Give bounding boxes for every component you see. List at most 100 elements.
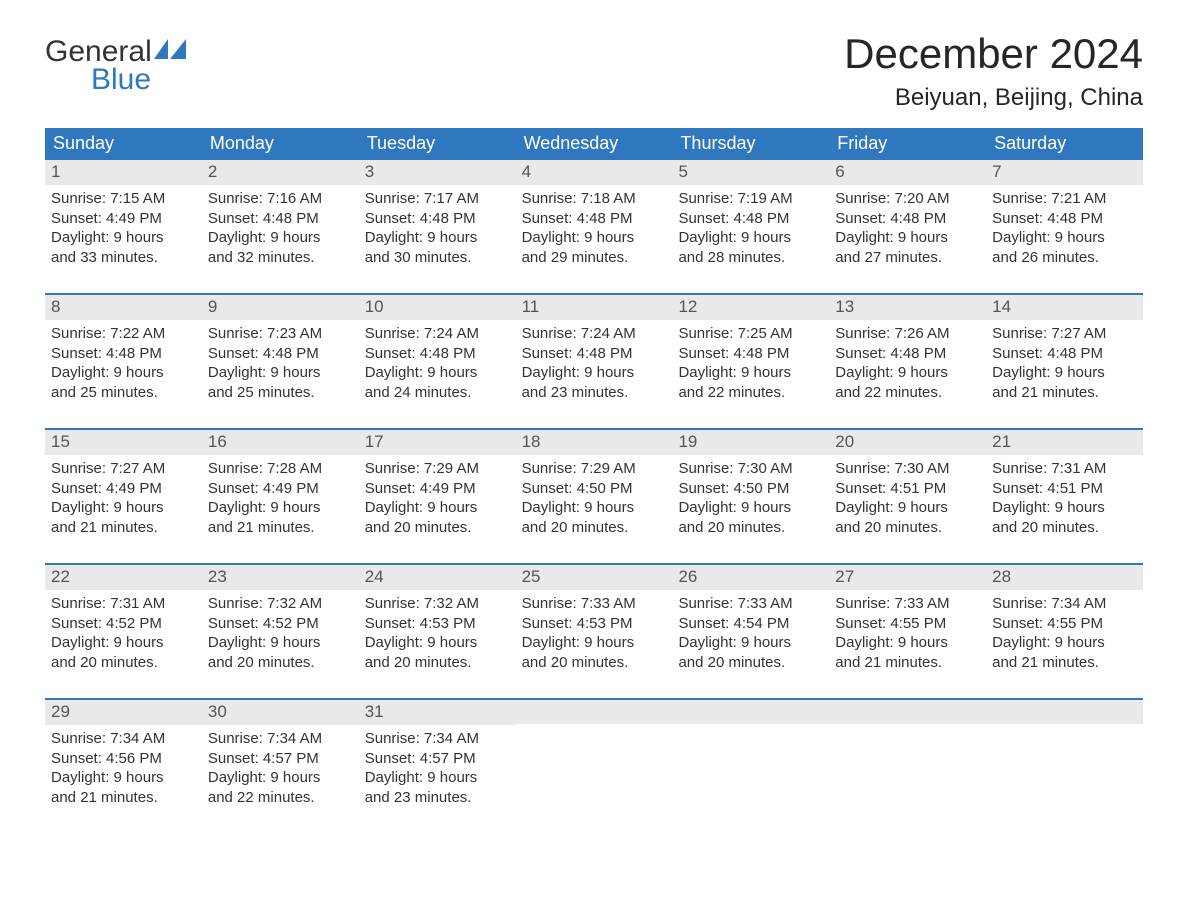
day-line: Sunrise: 7:24 AM xyxy=(522,324,667,344)
day-line: Sunset: 4:48 PM xyxy=(835,344,980,364)
day-line: and 28 minutes. xyxy=(678,248,823,268)
day-body: Sunrise: 7:15 AMSunset: 4:49 PMDaylight:… xyxy=(45,185,202,277)
day-number: 9 xyxy=(202,295,359,320)
calendar-cell xyxy=(986,700,1143,817)
day-line: Sunrise: 7:29 AM xyxy=(522,459,667,479)
day-number: 11 xyxy=(516,295,673,320)
day-number: 2 xyxy=(202,160,359,185)
day-body: Sunrise: 7:33 AMSunset: 4:53 PMDaylight:… xyxy=(516,590,673,682)
day-body: Sunrise: 7:29 AMSunset: 4:50 PMDaylight:… xyxy=(516,455,673,547)
day-line: Sunrise: 7:34 AM xyxy=(208,729,353,749)
day-number: 20 xyxy=(829,430,986,455)
day-number: 10 xyxy=(359,295,516,320)
calendar-cell: 5Sunrise: 7:19 AMSunset: 4:48 PMDaylight… xyxy=(672,160,829,277)
day-line: Sunset: 4:54 PM xyxy=(678,614,823,634)
day-line: Daylight: 9 hours xyxy=(51,633,196,653)
day-line: Daylight: 9 hours xyxy=(51,363,196,383)
day-line: and 20 minutes. xyxy=(992,518,1137,538)
brand-word-2: Blue xyxy=(45,64,188,96)
day-number: 16 xyxy=(202,430,359,455)
day-number: 26 xyxy=(672,565,829,590)
day-number: 3 xyxy=(359,160,516,185)
day-number: 7 xyxy=(986,160,1143,185)
calendar-cell: 21Sunrise: 7:31 AMSunset: 4:51 PMDayligh… xyxy=(986,430,1143,547)
day-body: Sunrise: 7:34 AMSunset: 4:57 PMDaylight:… xyxy=(359,725,516,817)
calendar-cell: 10Sunrise: 7:24 AMSunset: 4:48 PMDayligh… xyxy=(359,295,516,412)
day-line: and 25 minutes. xyxy=(51,383,196,403)
day-number: 31 xyxy=(359,700,516,725)
day-body: Sunrise: 7:20 AMSunset: 4:48 PMDaylight:… xyxy=(829,185,986,277)
day-body: Sunrise: 7:22 AMSunset: 4:48 PMDaylight:… xyxy=(45,320,202,412)
day-line: Daylight: 9 hours xyxy=(992,498,1137,518)
day-line: Sunrise: 7:16 AM xyxy=(208,189,353,209)
day-line: Sunrise: 7:34 AM xyxy=(992,594,1137,614)
day-line: Sunset: 4:52 PM xyxy=(208,614,353,634)
day-line: and 22 minutes. xyxy=(208,788,353,808)
day-line: Sunset: 4:48 PM xyxy=(365,209,510,229)
calendar-cell: 18Sunrise: 7:29 AMSunset: 4:50 PMDayligh… xyxy=(516,430,673,547)
day-line: and 21 minutes. xyxy=(992,383,1137,403)
day-line: Sunrise: 7:33 AM xyxy=(522,594,667,614)
day-line: Sunset: 4:49 PM xyxy=(51,209,196,229)
day-line: Sunset: 4:49 PM xyxy=(208,479,353,499)
day-body: Sunrise: 7:18 AMSunset: 4:48 PMDaylight:… xyxy=(516,185,673,277)
day-body: Sunrise: 7:34 AMSunset: 4:57 PMDaylight:… xyxy=(202,725,359,817)
day-line: Daylight: 9 hours xyxy=(51,228,196,248)
calendar-cell xyxy=(672,700,829,817)
day-line: Daylight: 9 hours xyxy=(678,633,823,653)
brand-logo: General Blue xyxy=(45,30,188,95)
day-line: Sunset: 4:48 PM xyxy=(678,344,823,364)
day-line: Sunrise: 7:22 AM xyxy=(51,324,196,344)
day-line: and 20 minutes. xyxy=(51,653,196,673)
calendar-week: 15Sunrise: 7:27 AMSunset: 4:49 PMDayligh… xyxy=(45,428,1143,547)
day-line: Sunset: 4:48 PM xyxy=(522,209,667,229)
day-body xyxy=(829,724,986,816)
day-line: Sunset: 4:56 PM xyxy=(51,749,196,769)
day-line: Sunset: 4:49 PM xyxy=(51,479,196,499)
day-body: Sunrise: 7:32 AMSunset: 4:52 PMDaylight:… xyxy=(202,590,359,682)
day-line: and 22 minutes. xyxy=(678,383,823,403)
day-body: Sunrise: 7:25 AMSunset: 4:48 PMDaylight:… xyxy=(672,320,829,412)
day-line: and 30 minutes. xyxy=(365,248,510,268)
day-line: Daylight: 9 hours xyxy=(992,228,1137,248)
day-line: Sunrise: 7:28 AM xyxy=(208,459,353,479)
day-line: Daylight: 9 hours xyxy=(678,363,823,383)
day-line: Sunset: 4:48 PM xyxy=(365,344,510,364)
day-line: and 26 minutes. xyxy=(992,248,1137,268)
day-body: Sunrise: 7:16 AMSunset: 4:48 PMDaylight:… xyxy=(202,185,359,277)
day-line: Sunset: 4:50 PM xyxy=(522,479,667,499)
weekday-label: Friday xyxy=(829,128,986,160)
day-line: Daylight: 9 hours xyxy=(522,228,667,248)
day-line: Daylight: 9 hours xyxy=(208,363,353,383)
day-line: Daylight: 9 hours xyxy=(51,768,196,788)
calendar-cell: 27Sunrise: 7:33 AMSunset: 4:55 PMDayligh… xyxy=(829,565,986,682)
day-number: 22 xyxy=(45,565,202,590)
day-body xyxy=(516,724,673,816)
page: General Blue December 2024 Beiyuan, Beij… xyxy=(0,0,1188,857)
calendar-cell: 24Sunrise: 7:32 AMSunset: 4:53 PMDayligh… xyxy=(359,565,516,682)
day-line: Sunset: 4:55 PM xyxy=(835,614,980,634)
calendar-cell: 8Sunrise: 7:22 AMSunset: 4:48 PMDaylight… xyxy=(45,295,202,412)
day-line: Sunset: 4:55 PM xyxy=(992,614,1137,634)
day-body: Sunrise: 7:31 AMSunset: 4:52 PMDaylight:… xyxy=(45,590,202,682)
day-line: Sunrise: 7:20 AM xyxy=(835,189,980,209)
day-line: Sunset: 4:49 PM xyxy=(365,479,510,499)
calendar-week: 1Sunrise: 7:15 AMSunset: 4:49 PMDaylight… xyxy=(45,160,1143,277)
day-line: and 24 minutes. xyxy=(365,383,510,403)
day-line: Sunrise: 7:15 AM xyxy=(51,189,196,209)
day-line: Sunrise: 7:27 AM xyxy=(51,459,196,479)
day-number: 8 xyxy=(45,295,202,320)
day-line: Daylight: 9 hours xyxy=(208,633,353,653)
calendar-week: 8Sunrise: 7:22 AMSunset: 4:48 PMDaylight… xyxy=(45,293,1143,412)
day-number: 1 xyxy=(45,160,202,185)
day-line: Sunrise: 7:23 AM xyxy=(208,324,353,344)
calendar-cell: 20Sunrise: 7:30 AMSunset: 4:51 PMDayligh… xyxy=(829,430,986,547)
title-block: December 2024 Beiyuan, Beijing, China xyxy=(844,30,1143,122)
day-number: 27 xyxy=(829,565,986,590)
calendar-cell: 15Sunrise: 7:27 AMSunset: 4:49 PMDayligh… xyxy=(45,430,202,547)
weekday-label: Sunday xyxy=(45,128,202,160)
day-body: Sunrise: 7:27 AMSunset: 4:49 PMDaylight:… xyxy=(45,455,202,547)
day-line: Sunrise: 7:30 AM xyxy=(678,459,823,479)
day-line: Sunrise: 7:32 AM xyxy=(365,594,510,614)
day-line: Sunset: 4:51 PM xyxy=(992,479,1137,499)
